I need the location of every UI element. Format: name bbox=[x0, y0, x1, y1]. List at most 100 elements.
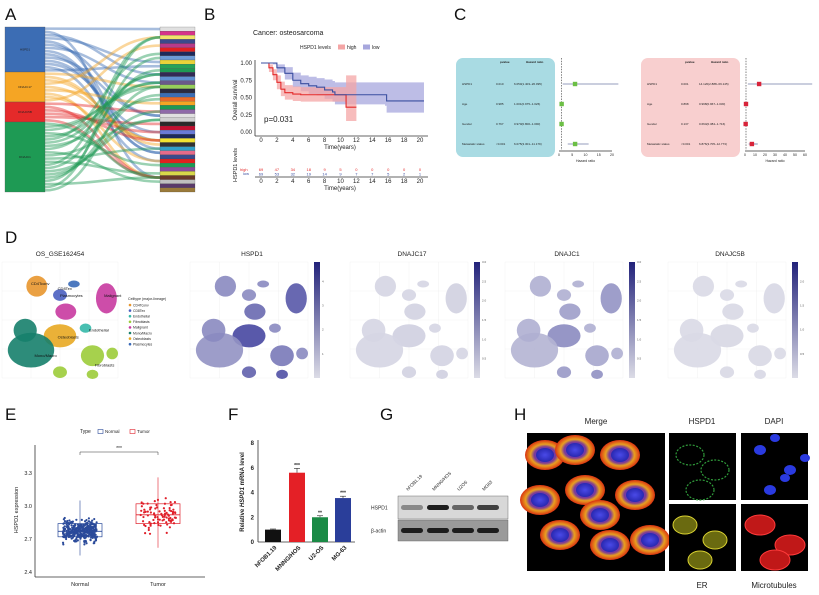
umap-cluster-label: CD4Tconv bbox=[31, 281, 49, 286]
jitter-point bbox=[91, 534, 94, 537]
risk-count-high: 0 bbox=[387, 167, 390, 172]
jitter-point bbox=[70, 524, 73, 527]
box bbox=[135, 503, 181, 524]
sankey-node-right bbox=[159, 121, 196, 127]
f-ylabel-suffix: mRNA level bbox=[240, 452, 246, 487]
umap-legend-dot bbox=[128, 320, 132, 324]
merge-nucleus bbox=[566, 443, 584, 457]
merge-nucleus bbox=[576, 483, 594, 497]
umap-colorbar bbox=[629, 262, 635, 378]
umap-cluster bbox=[719, 366, 735, 379]
sankey-node-right bbox=[159, 26, 196, 32]
panel-label-f: F bbox=[228, 405, 238, 424]
f-ylabel-prefix: Relative bbox=[240, 507, 246, 532]
km-ci-band-high bbox=[261, 63, 357, 121]
umap-legend-dot bbox=[128, 303, 132, 307]
umap-cluster bbox=[401, 289, 417, 301]
legend-swatch bbox=[97, 429, 104, 434]
jitter-point bbox=[149, 508, 152, 511]
forest-marker bbox=[572, 81, 578, 87]
forest-xlabel: Hazard ratio bbox=[576, 159, 595, 163]
sankey-flow bbox=[44, 92, 161, 179]
umap-cluster bbox=[673, 332, 722, 368]
km-curve-high bbox=[261, 62, 357, 108]
forest-row-hr: 1.001(0.975−1.026) bbox=[514, 102, 540, 106]
risk-xtick: 16 bbox=[385, 179, 392, 185]
blot-band bbox=[427, 505, 449, 510]
forest-marker bbox=[559, 101, 564, 107]
sankey-flow bbox=[44, 69, 161, 170]
sankey-node-right bbox=[159, 39, 196, 44]
umap-cluster bbox=[722, 303, 744, 320]
jitter-point bbox=[156, 498, 160, 502]
umap-gene-title: DNAJC1 bbox=[554, 251, 580, 258]
umap-panels: OS_GSE162454 Celltype (major-lineage) CD… bbox=[1, 251, 805, 380]
umap-cluster bbox=[53, 366, 67, 379]
jitter-point bbox=[149, 523, 152, 526]
significance-label: *** bbox=[116, 446, 122, 452]
sankey-flow bbox=[44, 46, 161, 84]
jitter-point bbox=[77, 526, 80, 529]
umap-cluster bbox=[241, 366, 257, 379]
sankey-flow bbox=[44, 43, 161, 117]
sankey-diagram: HSPD1 DNAJC17 DNAJC5B DNAJC1 bbox=[4, 26, 196, 193]
umap-cluster bbox=[232, 324, 266, 348]
jitter-point bbox=[76, 523, 80, 526]
umap-cluster bbox=[679, 318, 704, 342]
legend-label: Normal bbox=[105, 429, 120, 434]
sankey-node-right bbox=[159, 150, 196, 155]
sankey-flow bbox=[44, 72, 161, 89]
jitter-point bbox=[156, 506, 159, 509]
risk-count-high: 47 bbox=[275, 167, 280, 172]
jitter-point bbox=[163, 509, 166, 512]
jitter-point bbox=[174, 516, 177, 520]
sankey-flow bbox=[44, 49, 161, 155]
risk-count-low: 7 bbox=[355, 172, 358, 177]
dapi-nucleus bbox=[754, 445, 766, 455]
sankey-node-right bbox=[159, 64, 196, 69]
risk-label-high: high bbox=[240, 167, 248, 172]
km-xtick: 10 bbox=[337, 138, 344, 144]
jitter-point bbox=[164, 497, 167, 500]
km-xtick: 6 bbox=[307, 138, 311, 144]
sankey-flow bbox=[44, 112, 161, 134]
jitter-point bbox=[156, 518, 160, 521]
bar-MG-63 bbox=[335, 498, 351, 542]
jitter-point bbox=[95, 535, 99, 538]
sankey-node-right bbox=[159, 109, 196, 114]
jitter-point bbox=[83, 541, 86, 544]
umap-cluster-label: Mono/Macro bbox=[34, 353, 57, 358]
panel-label-c: C bbox=[454, 5, 466, 24]
umap-cluster bbox=[719, 289, 735, 301]
umap-colorbar-tick: 0.5 bbox=[637, 357, 642, 361]
jitter-point bbox=[163, 512, 167, 515]
sankey-node-right bbox=[159, 138, 196, 143]
km-xtick: 0 bbox=[259, 138, 263, 144]
jitter-point bbox=[70, 537, 73, 540]
sankey-node-right bbox=[159, 97, 196, 102]
risk-count-high: 69 bbox=[259, 167, 264, 172]
f-xtick: hFOB1.19 bbox=[254, 545, 279, 570]
sankey-node-right bbox=[159, 163, 196, 168]
sankey-node-right bbox=[159, 76, 196, 81]
sankey-node-right bbox=[159, 175, 196, 180]
umap-cluster bbox=[13, 318, 37, 342]
jitter-point bbox=[152, 518, 155, 522]
risk-count-high: 0 bbox=[355, 167, 358, 172]
forest-row-pvalue: 0.898 bbox=[681, 102, 689, 106]
er-title: ER bbox=[696, 581, 707, 590]
jitter-point bbox=[171, 519, 174, 522]
risk-count-low: 14 bbox=[322, 172, 327, 177]
forest-xtick: 5 bbox=[571, 153, 573, 157]
jitter-point bbox=[163, 515, 166, 518]
jitter-point bbox=[165, 516, 168, 519]
merge-title: Merge bbox=[585, 417, 608, 426]
risk-label-low: low bbox=[243, 171, 249, 176]
forest-marker bbox=[756, 81, 762, 87]
umap-cluster bbox=[763, 283, 785, 314]
jitter-point bbox=[91, 519, 94, 522]
blot-band bbox=[427, 528, 449, 533]
dapi-title: DAPI bbox=[765, 417, 784, 426]
umap-legend-label: Endothelial bbox=[133, 315, 150, 319]
umap-cluster bbox=[735, 280, 748, 288]
